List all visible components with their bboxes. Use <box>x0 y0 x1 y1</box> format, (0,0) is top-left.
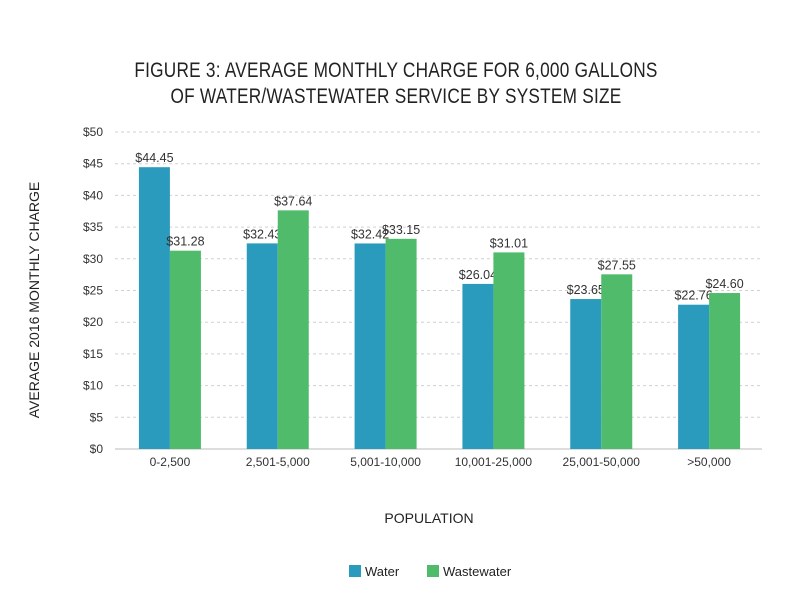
bar-water <box>570 299 602 449</box>
data-label: $31.28 <box>166 235 204 249</box>
data-label: $37.64 <box>274 194 312 208</box>
y-tick-label: $40 <box>83 188 103 202</box>
chart-title: FIGURE 3: AVERAGE MONTHLY CHARGE FOR 6,0… <box>71 58 720 110</box>
data-label: $23.65 <box>567 283 605 297</box>
data-label: $31.01 <box>490 236 528 250</box>
data-label: $24.60 <box>705 277 743 291</box>
y-tick-label: $5 <box>90 410 104 424</box>
x-tick-label: 25,001-50,000 <box>563 455 641 469</box>
chart-title-line-2: OF WATER/WASTEWATER SERVICE BY SYSTEM SI… <box>170 85 622 108</box>
data-label: $22.76 <box>674 289 712 303</box>
y-tick-label: $15 <box>83 347 103 361</box>
y-axis-label: AVERAGE 2016 MONTHLY CHARGE <box>26 182 42 419</box>
bar-water <box>246 243 278 449</box>
bar-wastewater <box>169 250 201 449</box>
data-label: $33.15 <box>382 223 420 237</box>
bar-water <box>678 304 710 449</box>
x-tick-label: 0-2,500 <box>150 455 191 469</box>
y-tick-label: $20 <box>83 315 103 329</box>
x-tick-label: 10,001-25,000 <box>455 455 533 469</box>
data-label: $32.43 <box>243 227 281 241</box>
bar-water <box>462 283 494 449</box>
data-label: $44.45 <box>135 151 173 165</box>
y-tick-label: $10 <box>83 379 103 393</box>
bar-wastewater <box>601 274 633 449</box>
y-tick-label: $50 <box>83 125 103 139</box>
x-axis-label: POPULATION <box>384 510 473 526</box>
y-tick-label: $0 <box>90 442 104 456</box>
legend-label-wastewater: Wastewater <box>443 564 512 579</box>
legend-swatch-water <box>349 565 361 577</box>
bar-wastewater <box>493 252 525 449</box>
data-label: $27.55 <box>598 258 636 272</box>
legend-label-water: Water <box>365 564 400 579</box>
bar-water <box>138 167 170 449</box>
x-tick-label: 2,501-5,000 <box>246 455 310 469</box>
bar-wastewater <box>709 293 741 449</box>
y-tick-label: $25 <box>83 284 103 298</box>
data-label: $26.04 <box>459 268 497 282</box>
bar-water <box>354 243 386 449</box>
y-tick-label: $45 <box>83 157 103 171</box>
y-tick-label: $30 <box>83 252 103 266</box>
data-label: $32.42 <box>351 227 389 241</box>
bar-wastewater <box>277 210 309 449</box>
legend-swatch-wastewater <box>427 565 439 577</box>
bar-wastewater <box>385 238 417 449</box>
x-tick-label: >50,000 <box>687 455 731 469</box>
chart-title-line-1: FIGURE 3: AVERAGE MONTHLY CHARGE FOR 6,0… <box>134 59 658 82</box>
y-tick-label: $35 <box>83 220 103 234</box>
x-tick-label: 5,001-10,000 <box>350 455 421 469</box>
